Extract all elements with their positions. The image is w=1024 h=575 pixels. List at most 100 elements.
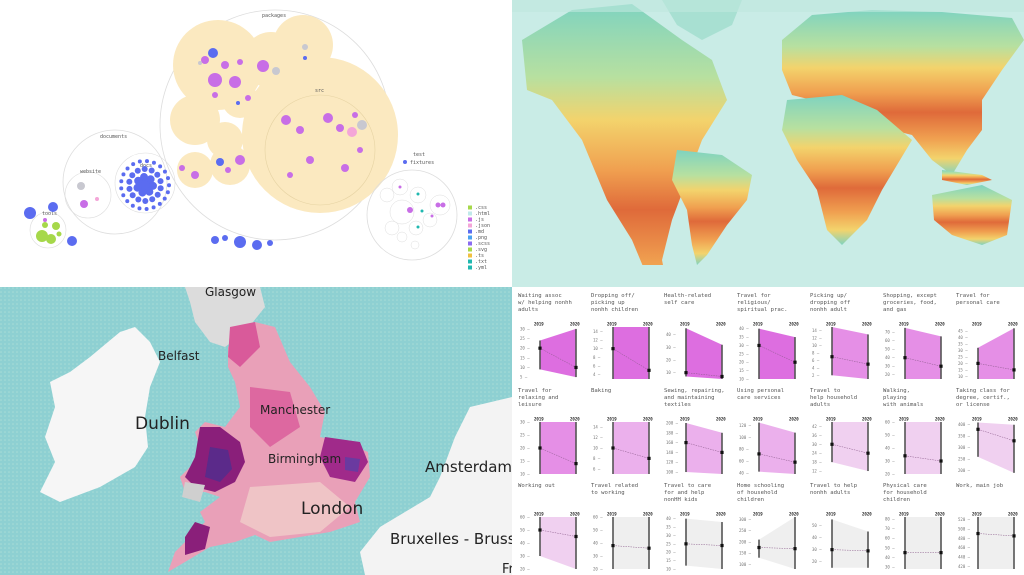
point-2020 [720,450,724,455]
tick-label: 20 – [885,472,895,477]
src-label: src [315,88,324,94]
tick-label: 20 – [812,559,822,564]
tick-label: 150 – [739,551,752,556]
file-circle [157,178,164,185]
panel-title: dropping off [810,300,850,306]
tick-label: 30 – [739,343,749,348]
trend-line [758,345,796,363]
panel-title: groceries, food, [883,300,937,306]
package-circle [242,57,398,213]
tick-label: 30 – [666,533,676,538]
tick-label: 6 – [812,358,820,363]
panel: Sewing, repairing,and maintainingtextile… [664,388,726,475]
tick-label: 460 – [958,545,971,550]
tick-label: 520 – [958,517,971,522]
tick-label: 500 – [958,526,971,531]
file-circle [154,191,161,198]
tick-label: 30 – [812,547,822,552]
panel-title: Travel to help [810,483,858,489]
year-label: 2019 [607,417,617,422]
tick-label: 40 – [812,535,822,540]
trend-line [977,533,1015,537]
panel-title: for and help [664,490,705,496]
file-circle [67,236,77,246]
tick-label: 40 – [666,332,676,337]
trend-line [539,447,577,464]
tick-label: 25 – [958,354,968,359]
legend-label: .json [475,223,490,229]
uk-choropleth-map: Glasgow Belfast Dublin Manchester Birmin… [0,287,512,575]
trend-line [685,543,723,546]
file-circle [347,127,357,137]
docs-label: docs [140,163,152,169]
range-band [978,328,1014,379]
tick-label: 15 – [666,558,676,563]
tick-label: 15 – [520,459,530,464]
file-circle [126,185,133,192]
year-label: 2020 [862,322,872,327]
panel-title: Travel for [956,293,990,299]
label-manchester: Manchester [260,403,330,417]
legend-label: .png [475,235,487,241]
europe-mainland [360,397,512,575]
trend-line [685,372,723,377]
year-label: 2019 [680,322,690,327]
trend-line [612,348,650,371]
tick-label: 40 – [958,335,968,340]
circle-packing-chart: packages src documents website docs tool… [24,9,490,271]
point-2020 [720,543,724,548]
tick-label: 20 – [666,550,676,555]
tick-label: 20 – [520,346,530,351]
point-2019 [903,551,907,555]
tick-label: 20 – [593,567,603,572]
tick-label: 12 – [593,435,603,440]
point-2020 [647,456,651,460]
file-circle [154,171,161,178]
panel-title: of household [737,490,777,496]
panel: Baking 2019 2020 6 – 8 – 10 – 12 – 14 – [591,388,653,474]
year-label: 2019 [534,417,544,422]
legend-label: .html [475,211,490,217]
trend-line [831,356,869,365]
point-2020 [866,549,870,553]
panel-title: nonhh adults [810,490,850,496]
label-amsterdam: Amsterdam [425,458,512,476]
panel-title: children [737,497,764,503]
panel-title: Health-related [664,293,711,299]
website-circle [64,171,112,219]
tick-label: 70 – [885,526,895,531]
tick-label: 35 – [958,341,968,346]
file-circle [43,218,47,222]
file-circle [145,187,154,196]
antarctic-band [512,265,1024,287]
file-circle [157,185,164,192]
point-2019 [684,441,688,445]
tick-label: 30 – [885,364,895,369]
panel-title: nonHH kids [664,497,698,503]
panel-title: religious/ [737,300,771,306]
point-2019 [611,446,615,450]
legend-swatch [468,265,472,270]
point-2019 [684,542,688,546]
tools-label: tools [42,211,57,217]
panel-title: playing [883,395,907,401]
tick-label: 40 – [593,541,603,546]
legend-label: .md [475,229,484,235]
point-2019 [757,545,761,550]
tick-label: 300 – [739,517,752,522]
tick-label: 10 – [739,377,749,382]
panel-title: personal care [956,300,1000,306]
file-circle [144,206,149,211]
range-band [613,517,649,569]
point-2020 [793,360,797,364]
panel-title: Physical care [883,483,927,489]
tick-label: 100 – [666,470,679,475]
tick-label: 6 – [593,364,601,369]
tick-label: 60 – [739,459,749,464]
tick-label: 5 – [520,375,528,380]
test-subfolders [379,178,451,250]
legend-swatch [468,229,472,234]
